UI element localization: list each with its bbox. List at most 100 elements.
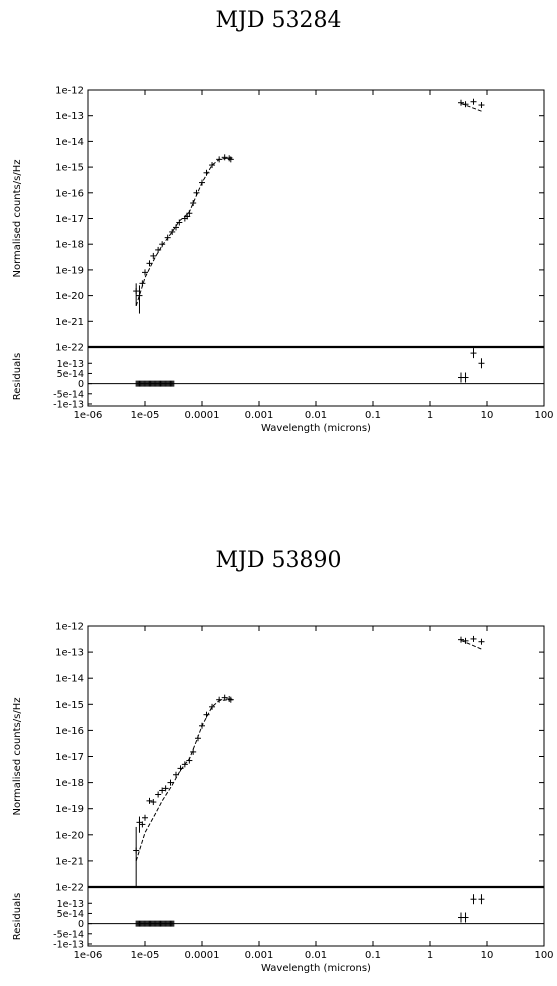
x-tick-label: 100 — [534, 950, 553, 961]
model-curve — [135, 157, 233, 306]
x-tick-label: 1e-05 — [131, 410, 160, 421]
data-point — [194, 735, 201, 742]
data-point — [221, 694, 228, 701]
data-point — [226, 695, 233, 702]
data-point — [216, 156, 223, 163]
data-point — [159, 241, 166, 248]
data-point — [462, 637, 469, 644]
data-point — [227, 156, 234, 163]
x-tick-label: 1e-06 — [74, 410, 103, 421]
data-point — [169, 228, 176, 235]
residual-point — [470, 348, 477, 359]
data-point — [199, 179, 205, 186]
data-point — [221, 154, 228, 161]
data-point — [176, 219, 183, 226]
data-point — [167, 779, 174, 786]
data-point — [150, 799, 157, 806]
x-tick-label: 1 — [427, 950, 433, 961]
data-point — [142, 814, 148, 821]
data-point — [190, 748, 197, 755]
x-tick-label: 0.001 — [245, 950, 274, 961]
chart-title-2: MJD 53890 — [215, 548, 342, 573]
main-plot-frame — [87, 625, 545, 888]
data-point — [181, 761, 188, 768]
data-point — [478, 638, 485, 645]
residual-plot-frame — [87, 346, 545, 407]
y-axis-label: Normalised counts/s/Hz — [12, 160, 23, 278]
data-point — [216, 696, 223, 703]
y-tick-label: 1e-16 — [55, 188, 84, 199]
data-point — [155, 246, 162, 253]
data-point — [146, 797, 153, 804]
y-tick-label: 1e-19 — [55, 265, 84, 276]
x-tick-label: 1e-05 — [131, 950, 160, 961]
residual-tick-label: -5e-14 — [53, 389, 84, 400]
spectrum-chart-1: 1e-12 1e-13 1e-14 1e-15 1e-16 1e-17 1e-18 1e-19… — [12, 86, 554, 435]
data-point — [150, 252, 157, 259]
y-tick-label: 1e-21 — [55, 317, 84, 328]
y-tick-label: 1e-15 — [55, 700, 84, 711]
data-point — [193, 189, 200, 196]
y-axis-label: Normalised counts/s/Hz — [12, 698, 23, 816]
data-point — [190, 200, 197, 207]
y-tick-label: 1e-16 — [55, 726, 84, 737]
x-tick-label: 0.1 — [365, 410, 381, 421]
x-tick-label: 10 — [481, 950, 494, 961]
y-tick-label: 1e-14 — [55, 137, 84, 148]
x-tick-label: 10 — [481, 410, 494, 421]
x-tick-label: 0.1 — [365, 950, 381, 961]
y-tick-label: 1e-21 — [55, 856, 84, 867]
spectrum-chart-2: 1e-12 1e-13 1e-14 1e-15 1e-16 1e-17 1e-18 1e-19… — [12, 622, 554, 975]
x-axis-label: Wavelength (microns) — [261, 423, 371, 434]
data-point — [164, 234, 171, 241]
data-point — [173, 771, 180, 778]
data-point — [199, 722, 205, 729]
y-tick-label: 1e-22 — [55, 343, 84, 354]
y-tick-label: 1e-20 — [55, 830, 84, 841]
residual-tick-label: 5e-14 — [57, 369, 84, 380]
residual-tick-label: 1e-13 — [57, 359, 84, 370]
y-tick-label: 1e-18 — [55, 240, 84, 251]
y-tick-label: 1e-17 — [55, 214, 84, 225]
y-tick-label: 1e-18 — [55, 778, 84, 789]
y-tick-label: 1e-13 — [55, 648, 84, 659]
data-point — [209, 703, 216, 710]
residual-axis-label: Residuals — [12, 353, 23, 400]
residual-tick-label: 0 — [78, 919, 84, 930]
x-tick-label: 0.0001 — [185, 410, 220, 421]
residual-tick-label: -1e-13 — [53, 939, 84, 950]
chart-title-1: MJD 53284 — [215, 8, 342, 33]
data-point — [458, 99, 465, 106]
data-point — [159, 787, 166, 794]
y-tick-label: 1e-19 — [55, 804, 84, 815]
data-point — [186, 757, 193, 764]
x-tick-label: 0.01 — [305, 410, 327, 421]
data-point — [203, 169, 210, 176]
x-tick-label: 0.001 — [245, 410, 274, 421]
data-point — [227, 696, 234, 703]
data-point — [186, 210, 193, 217]
x-tick-label: 0.01 — [305, 950, 327, 961]
data-point — [173, 224, 180, 231]
residual-tick-label: 0 — [78, 379, 84, 390]
residual-point — [462, 372, 469, 383]
residual-tick-label: -1e-13 — [53, 399, 84, 410]
data-point — [470, 98, 477, 105]
data-point — [203, 711, 210, 718]
residual-point — [462, 912, 469, 923]
x-tick-label: 1e-06 — [74, 950, 103, 961]
residual-tick-label: 1e-13 — [57, 899, 84, 910]
data-point — [146, 260, 153, 267]
data-point — [209, 162, 216, 169]
x-tick-label: 1 — [427, 410, 433, 421]
y-tick-label: 1e-17 — [55, 752, 84, 763]
data-point — [155, 791, 162, 798]
data-point — [462, 101, 469, 108]
data-point — [139, 280, 146, 287]
x-tick-label: 100 — [534, 410, 553, 421]
data-point — [162, 785, 169, 792]
y-tick-label: 1e-15 — [55, 163, 84, 174]
residual-point — [470, 894, 477, 905]
residual-point — [478, 358, 485, 369]
y-tick-label: 1e-22 — [55, 883, 84, 894]
